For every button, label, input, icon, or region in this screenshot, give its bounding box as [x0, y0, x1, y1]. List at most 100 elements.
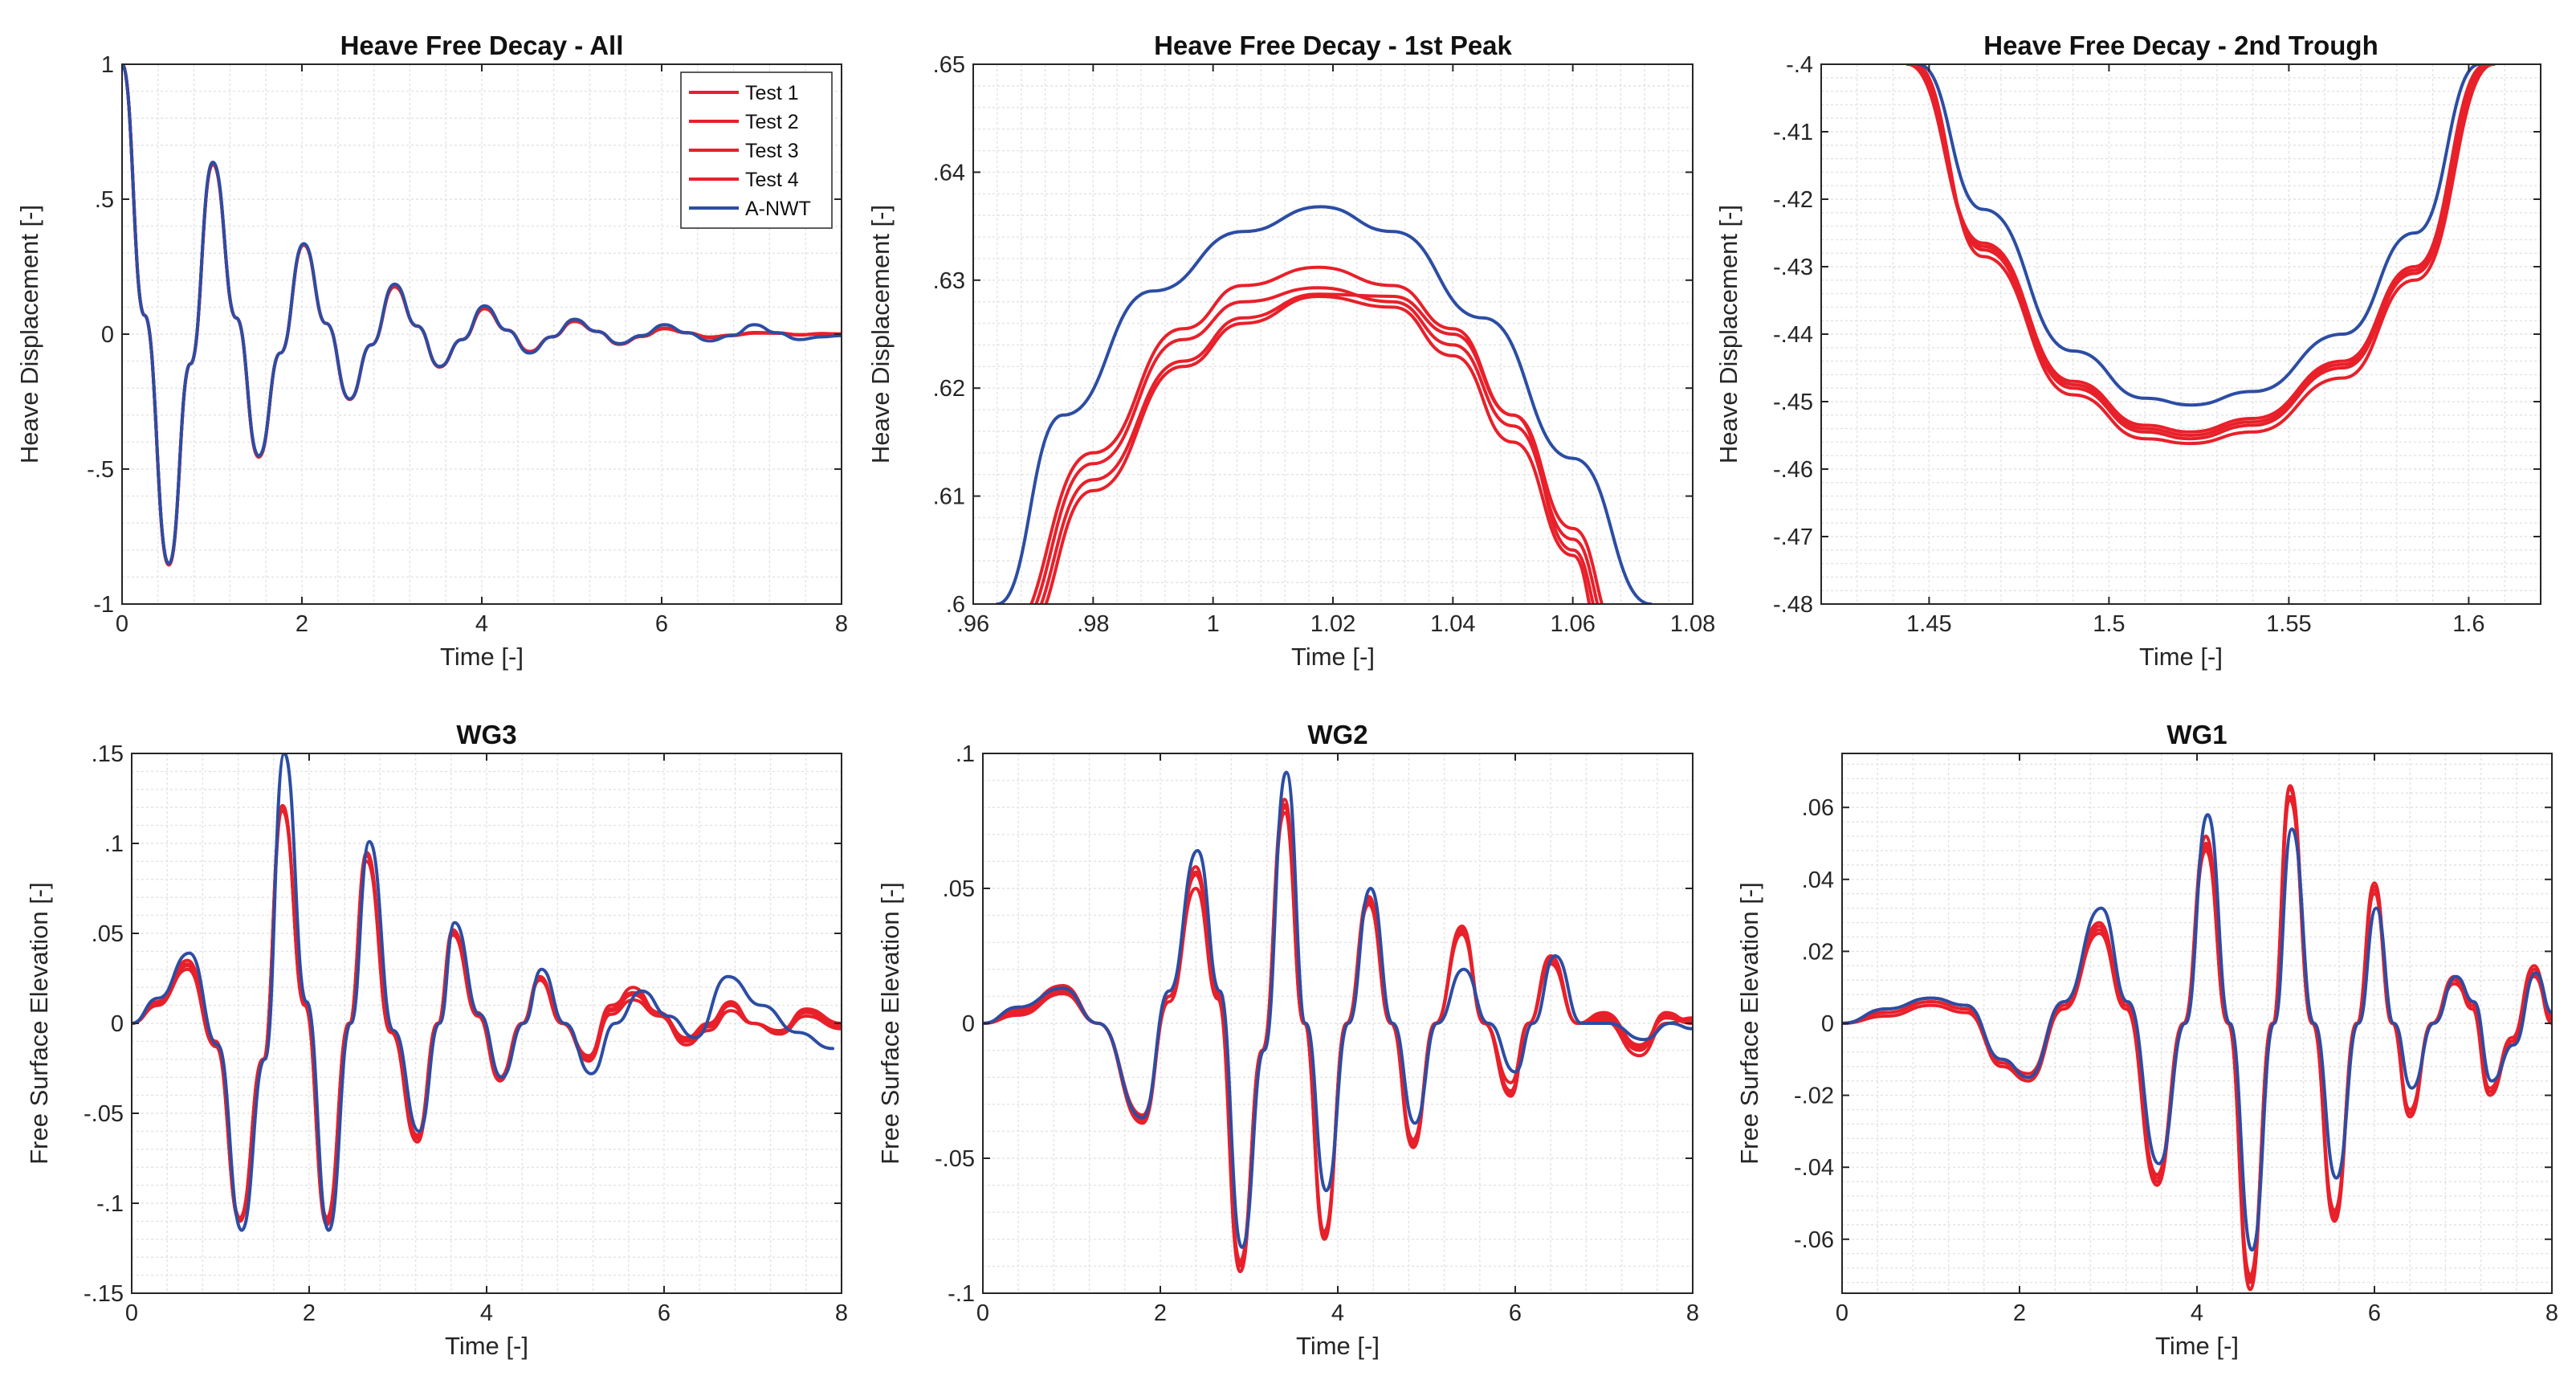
y-tick-label: .05 [943, 876, 975, 902]
y-tick-label: .61 [933, 484, 965, 510]
y-tick-label: .64 [933, 160, 965, 186]
y-tick-label: -.1 [96, 1191, 124, 1217]
x-tick-label: .98 [1077, 611, 1109, 637]
series-line-test-1 [1029, 265, 1604, 604]
y-tick-label: -.41 [1773, 120, 1813, 145]
chart-title: WG1 [2166, 720, 2227, 749]
chart-heave-all: 0 2 4 6 8 -1 -.5 0 .5 1 Heave Free Decay - All Time… [15, 31, 848, 671]
series-group [132, 753, 842, 1232]
x-tick-label: 4 [480, 1300, 493, 1326]
series-line-a-nwt [983, 770, 1693, 1249]
y-tick-label: -.04 [1794, 1155, 1834, 1181]
y-tick-label: -.1 [948, 1281, 975, 1307]
y-tick-label: .02 [1802, 939, 1834, 965]
x-tick-label: 1.45 [1906, 611, 1951, 637]
x-axis-label: Time [-] [440, 643, 524, 671]
y-axis-label: Heave Displacement [-] [1714, 205, 1742, 463]
chart-wg1: 0 2 4 6 8 -.06 -.04 -.02 0 .02 .04 .06 WG1 Time [-] Fr… [1735, 720, 2558, 1360]
series-line-a-nwt [122, 64, 842, 565]
chart-title: Heave Free Decay - All [340, 31, 624, 60]
y-tick-label: -.05 [935, 1146, 975, 1172]
series-group [122, 64, 842, 567]
legend: Test 1 Test 2 Test 3 Test 4 A-NWT [680, 71, 833, 229]
x-tick-label: 2 [296, 611, 308, 637]
y-tick-label: 0 [111, 1011, 124, 1037]
x-tick-label: 6 [1509, 1300, 1522, 1326]
y-tick-label: .6 [946, 592, 965, 618]
y-tick-label: -.02 [1794, 1084, 1834, 1109]
y-tick-label: 0 [1821, 1011, 1834, 1037]
y-tick-label: 0 [962, 1011, 975, 1037]
x-axis-label: Time [-] [2155, 1332, 2239, 1360]
chart-heave-1st-peak: .96 .98 1 1.02 1.04 1.06 1.08 .6 .61 .62 .63 .64 .65… [866, 31, 1715, 671]
y-tick-label: 1 [101, 52, 114, 78]
series-line-test-3 [1913, 64, 2496, 446]
y-axis-label: Free Surface Elevation [-] [876, 882, 904, 1165]
x-tick-label: 8 [1686, 1300, 1699, 1326]
x-tick-label: 8 [835, 611, 848, 637]
chart-heave-2nd-trough: 1.45 1.5 1.55 1.6 -.48 -.47 -.46 -.45 -.44 -.43 -.… [1714, 31, 2541, 671]
x-axis-label: Time [-] [2139, 643, 2223, 671]
x-tick-label: 2 [2013, 1300, 2026, 1326]
y-tick-label: .06 [1802, 795, 1834, 821]
x-tick-label: 4 [1331, 1300, 1344, 1326]
grid [131, 753, 842, 1294]
x-tick-label: 1.02 [1310, 611, 1355, 637]
series-line-test-4 [1044, 295, 1592, 604]
x-tick-label: 0 [1836, 1300, 1848, 1326]
legend-entry: Test 3 [745, 140, 799, 162]
series-line-test-4 [1906, 64, 2488, 437]
x-tick-label: 2 [303, 1300, 316, 1326]
x-tick-label: 8 [835, 1300, 848, 1326]
chart-title: WG2 [1307, 720, 1367, 749]
grid [1841, 753, 2553, 1293]
chart-title: Heave Free Decay - 2nd Trough [1983, 31, 2378, 60]
y-tick-label: .62 [933, 376, 965, 402]
y-axis-label: Free Surface Elevation [-] [1735, 882, 1763, 1165]
y-tick-label: -.4 [1786, 52, 1813, 78]
y-tick-label: -.48 [1773, 592, 1813, 618]
x-tick-label: 0 [125, 1300, 138, 1326]
y-tick-label: -.05 [84, 1101, 124, 1127]
x-tick-label: 1.55 [2266, 611, 2311, 637]
series-line-a-nwt [995, 205, 1653, 604]
y-tick-label: -.43 [1773, 255, 1813, 280]
legend-entry: A-NWT [745, 198, 811, 220]
x-tick-label: 6 [655, 611, 668, 637]
series-line-a-nwt [1917, 64, 2481, 407]
x-tick-label: 6 [2368, 1300, 2381, 1326]
y-tick-label: .1 [104, 831, 124, 857]
x-tick-label: 6 [658, 1300, 670, 1326]
x-tick-label: 0 [116, 611, 128, 637]
x-tick-label: 1 [1207, 611, 1220, 637]
chart-wg2: 0 2 4 6 8 -.1 -.05 0 .05 .1 WG2 Time [-] Free Surfac… [876, 720, 1699, 1360]
y-tick-label: .63 [933, 268, 965, 294]
legend-entry: Test 4 [745, 169, 799, 191]
y-axis-label: Free Surface Elevation [-] [25, 882, 53, 1165]
y-tick-label: -.06 [1794, 1227, 1834, 1253]
y-tick-label: -.44 [1773, 322, 1813, 348]
y-tick-label: .05 [92, 921, 124, 947]
chart-wg3: 0 2 4 6 8 -.15 -.1 -.05 0 .05 .1 .15 WG3 Time [-] Free… [25, 720, 848, 1360]
y-axis-label: Heave Displacement [-] [866, 205, 895, 463]
series-group [983, 770, 1693, 1274]
y-tick-label: 0 [101, 322, 114, 348]
series-group [1906, 64, 2496, 446]
x-tick-label: 4 [2191, 1300, 2203, 1326]
legend-entry: Test 2 [745, 111, 799, 133]
series-group [995, 205, 1653, 604]
series-line-test-3 [1039, 292, 1596, 604]
series-line-test-2 [1910, 64, 2492, 441]
x-tick-label: 1.08 [1670, 611, 1715, 637]
series-group [1842, 784, 2552, 1292]
x-tick-label: 1.6 [2452, 611, 2484, 637]
series-line-test-4 [983, 802, 1693, 1265]
y-tick-label: .1 [956, 741, 975, 767]
y-tick-label: .04 [1802, 868, 1834, 893]
x-tick-label: .96 [957, 611, 989, 637]
x-axis-label: Time [-] [1296, 1332, 1380, 1360]
series-line-a-nwt [132, 753, 834, 1232]
x-tick-label: 1.06 [1550, 611, 1595, 637]
y-tick-label: .15 [92, 741, 124, 767]
y-tick-label: -.47 [1773, 525, 1813, 550]
